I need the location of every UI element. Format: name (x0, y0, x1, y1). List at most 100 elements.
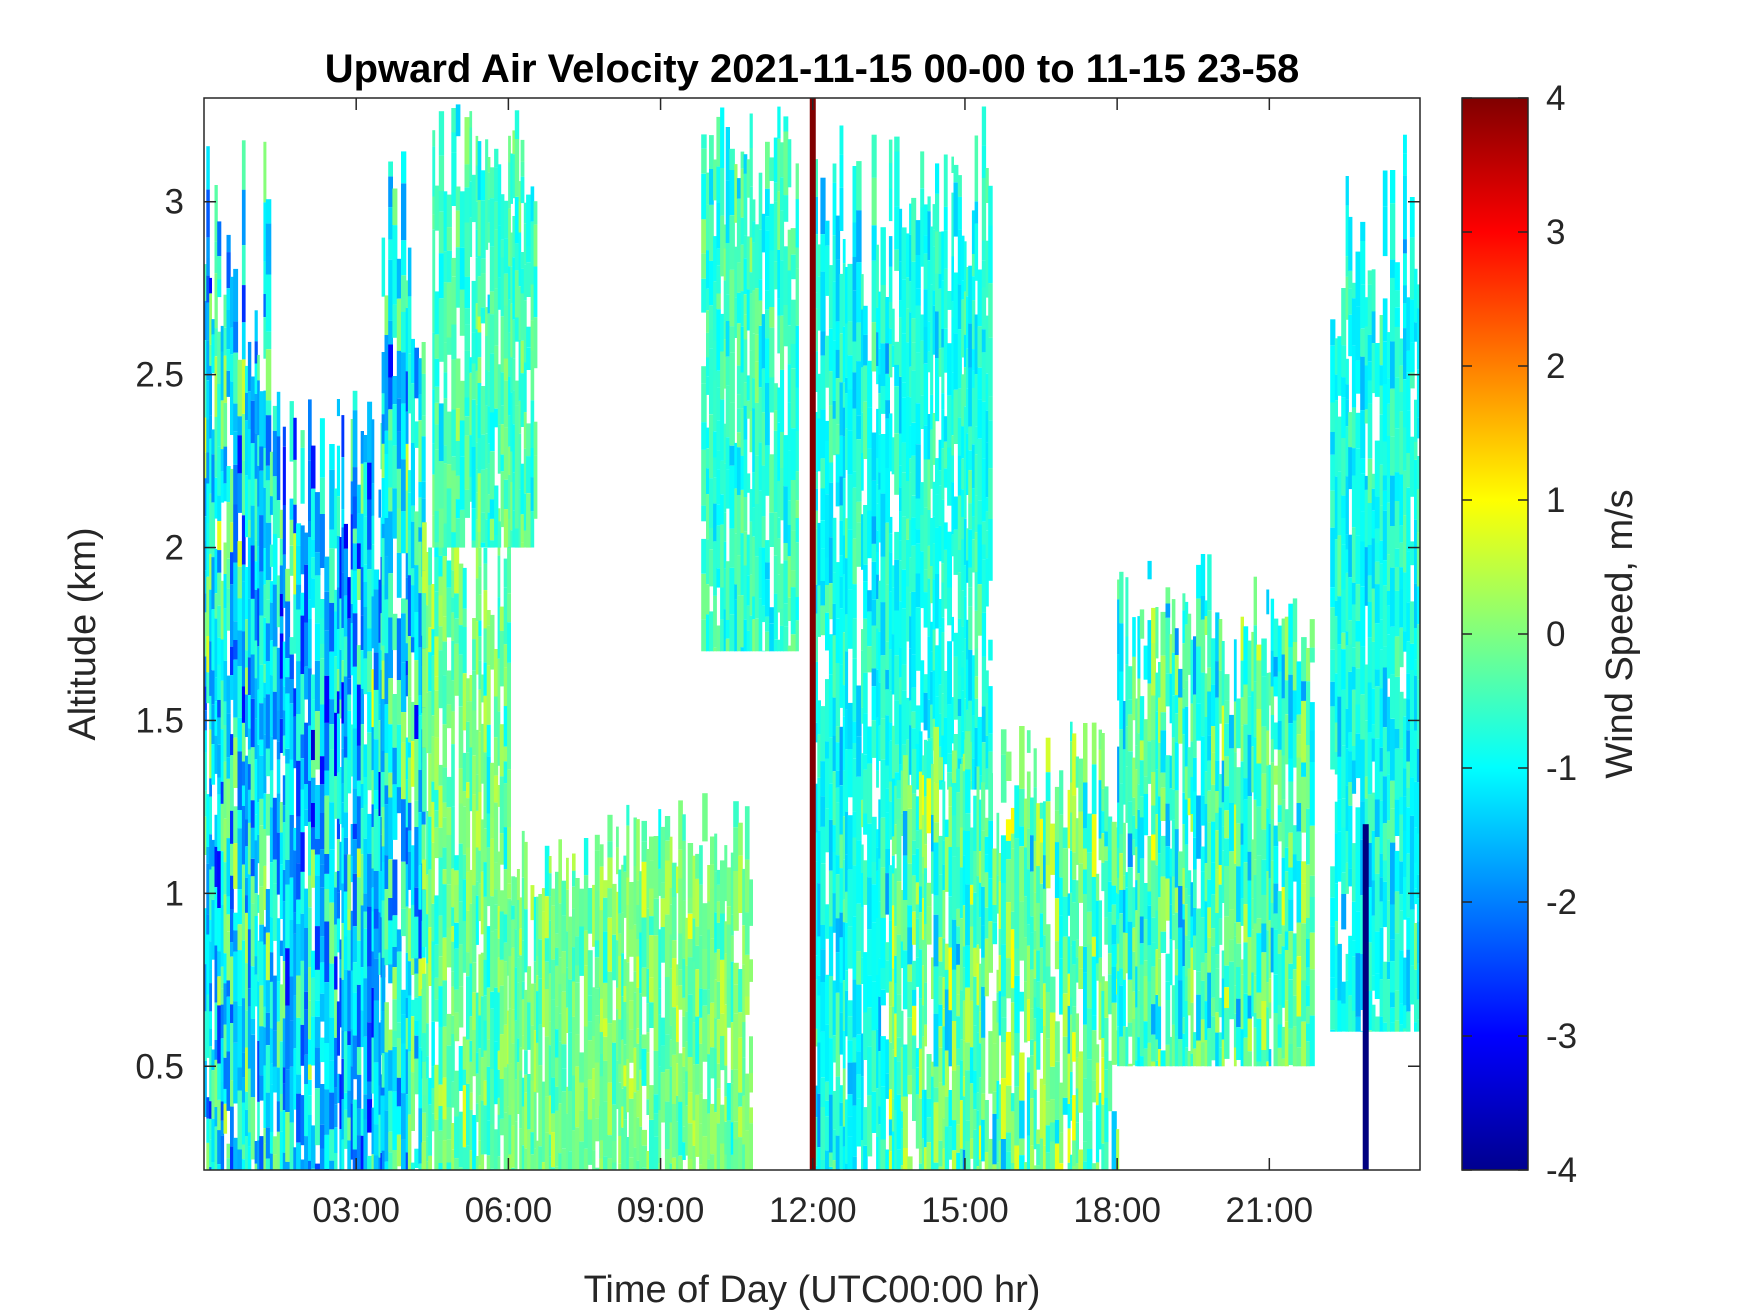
heatmap-cell (723, 224, 727, 249)
heatmap-cell (965, 1070, 971, 1121)
heatmap-cell (254, 561, 258, 590)
heatmap-cell (978, 1125, 982, 1160)
heatmap-cell (616, 891, 619, 941)
heatmap-cell (941, 617, 945, 633)
heatmap-cell (988, 751, 993, 790)
heatmap-cell (223, 483, 228, 502)
heatmap-cell (247, 598, 252, 658)
heatmap-cell (981, 287, 987, 330)
heatmap-cell (1083, 1141, 1088, 1162)
heatmap-cell (1165, 587, 1171, 604)
heatmap-cell (536, 956, 539, 976)
heatmap-cell (520, 542, 525, 548)
heatmap-cell (214, 1040, 218, 1060)
heatmap-cell (911, 370, 917, 423)
heatmap-cell (899, 465, 903, 488)
heatmap-cell (226, 234, 231, 253)
heatmap-cell (388, 440, 393, 488)
heatmap-cell (1083, 1078, 1088, 1142)
heatmap-cell (701, 505, 707, 522)
heatmap-cell (636, 939, 640, 957)
heatmap-cell (885, 297, 890, 344)
heatmap-cell (352, 788, 358, 824)
heatmap-cell (1155, 1039, 1159, 1061)
heatmap-cell (378, 871, 382, 913)
heatmap-cell (867, 448, 873, 511)
heatmap-cell (1236, 943, 1242, 967)
heatmap-cell (434, 511, 440, 543)
heatmap-cell (649, 888, 655, 916)
heatmap-cell (734, 246, 738, 298)
heatmap-cell (204, 790, 207, 817)
heatmap-cell (426, 874, 429, 915)
heatmap-cell (723, 609, 727, 652)
heatmap-cell (795, 268, 799, 326)
heatmap-cell (446, 704, 452, 729)
heatmap-cell (876, 332, 879, 366)
heatmap-cell (1160, 876, 1167, 932)
heatmap-cell (754, 224, 760, 289)
heatmap-cell (471, 280, 477, 333)
heatmap-cell (1277, 1024, 1283, 1048)
heatmap-cell (265, 349, 272, 401)
heatmap-cell (226, 675, 231, 714)
heatmap-cell (861, 873, 864, 907)
heatmap-cell (418, 865, 423, 910)
heatmap-cell (396, 787, 402, 814)
heatmap-cell (729, 614, 735, 652)
heatmap-cell (206, 672, 210, 704)
heatmap-cell (942, 864, 946, 891)
heatmap-cell (1014, 895, 1020, 949)
heatmap-cell (314, 926, 321, 970)
heatmap-cell (749, 411, 753, 453)
heatmap-cell (641, 917, 647, 968)
heatmap-cell (761, 465, 766, 517)
heatmap-cell (1119, 623, 1124, 672)
heatmap-cell (314, 875, 321, 908)
heatmap-cell (660, 1072, 666, 1123)
heatmap-cell (1075, 1088, 1079, 1123)
heatmap-cell (285, 1005, 291, 1070)
heatmap-cell (695, 878, 700, 927)
heatmap-cell (1218, 865, 1223, 885)
heatmap-cell (373, 1155, 380, 1170)
heatmap-cell (241, 1159, 246, 1170)
heatmap-cell (948, 806, 953, 847)
heatmap-cell (701, 619, 707, 652)
heatmap-cell (319, 993, 325, 1022)
heatmap-cell (765, 562, 770, 580)
heatmap-cell (729, 402, 735, 446)
heatmap-cell (1193, 636, 1197, 695)
heatmap-cell (915, 403, 921, 445)
heatmap-cell (820, 761, 826, 797)
heatmap-cell (773, 555, 778, 594)
heatmap-cell (237, 473, 243, 513)
heatmap-cell (206, 863, 210, 915)
heatmap-cell (257, 546, 260, 589)
heatmap-cell (469, 1041, 473, 1062)
heatmap-cell (336, 1073, 340, 1104)
heatmap-cell (653, 1013, 659, 1051)
heatmap-cell (343, 548, 348, 596)
heatmap-cell (998, 881, 1002, 929)
heatmap-cell (787, 402, 792, 451)
heatmap-cell (1215, 869, 1220, 913)
heatmap-cell (405, 280, 409, 308)
heatmap-cell (304, 532, 309, 565)
heatmap-cell (861, 1033, 864, 1077)
heatmap-cell (951, 192, 954, 257)
heatmap-cell (777, 106, 781, 139)
heatmap-cell (259, 571, 264, 616)
heatmap-cell (951, 1120, 957, 1151)
heatmap-cell (381, 393, 386, 415)
heatmap-cell (206, 914, 210, 935)
heatmap-cell (729, 215, 735, 270)
heatmap-cell (616, 1060, 619, 1078)
heatmap-cell (921, 965, 925, 1006)
heatmap-cell (1019, 726, 1025, 789)
heatmap-cell (396, 1022, 402, 1038)
heatmap-cell (1266, 1061, 1270, 1067)
heatmap-cell (421, 957, 426, 990)
heatmap-cell (938, 976, 943, 1005)
heatmap-cell (478, 660, 482, 690)
